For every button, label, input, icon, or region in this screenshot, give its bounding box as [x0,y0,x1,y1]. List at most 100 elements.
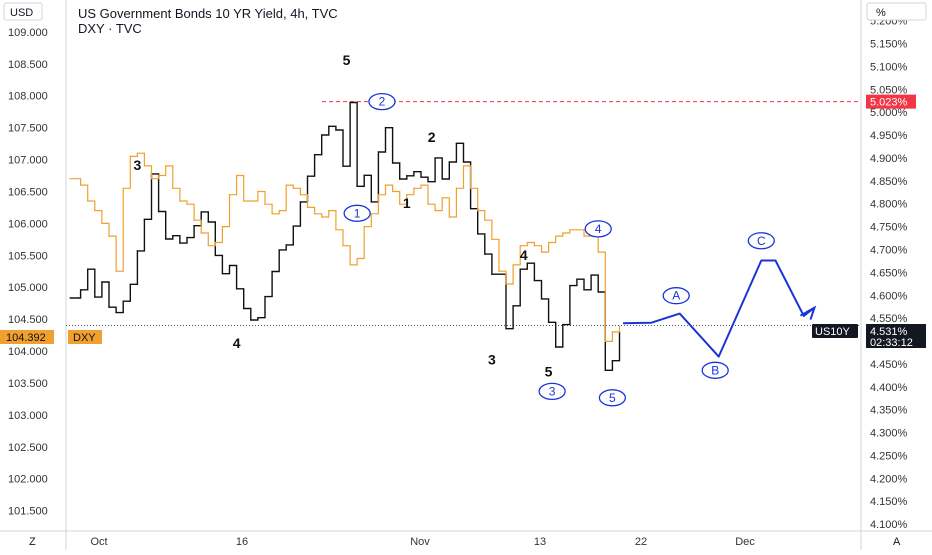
data-point-us10y [80,289,82,291]
reference-value-tag [866,94,916,109]
right-tick-label: 4.450% [870,359,908,371]
data-point-us10y [122,300,124,302]
right-tick-label: 4.900% [870,153,908,165]
wave-label-layer: 3 4 5 2 1 3 4 5 1 2 3 4 5 A B C [133,52,775,407]
x-tick-label: 16 [236,536,248,548]
data-point-dxy [498,270,500,272]
right-tick-label: 4.850% [870,176,908,188]
data-point-dxy [335,229,337,231]
data-point-dxy [562,232,564,234]
data-point-us10y [462,161,465,163]
data-point-dxy [292,187,294,189]
left-tick-label: 102.500 [8,442,48,454]
left-tick-label: 109.000 [8,27,48,39]
wave-circle-label-5: 5 [609,391,616,405]
right-tick-label: 4.800% [870,199,908,211]
data-point-us10y [569,285,571,287]
data-point-us10y [477,233,479,235]
data-point-dxy [328,210,330,212]
data-point-dxy [150,178,153,180]
right-tick-label: 4.250% [870,450,908,462]
data-point-us10y [257,317,259,319]
data-point-dxy [484,219,486,221]
data-point-dxy [555,235,557,237]
data-point-us10y [335,129,337,131]
usd-unit-box[interactable] [3,2,43,21]
dxy-price-value: 104.392 [6,332,46,344]
data-point-dxy [299,194,302,196]
data-point-us10y [399,178,401,180]
right-tick-label: 4.100% [870,519,908,531]
data-point-us10y [611,360,613,362]
wave-label-5: 5 [343,52,351,68]
data-point-us10y [129,283,131,285]
data-point-dxy [200,232,202,234]
data-point-dxy [583,235,585,237]
data-point-dxy [370,213,372,215]
wave-circle-C [747,232,775,250]
data-point-dxy [477,210,479,212]
data-point-dxy [469,187,472,189]
plot-background [66,0,861,531]
right-tick-label: 4.200% [870,473,908,485]
x-tick-label: 13 [534,536,546,548]
data-point-us10y [200,211,202,213]
data-point-dxy [264,203,266,205]
projection-layer [622,259,817,358]
data-point-us10y [314,154,316,156]
data-point-dxy [94,210,96,212]
right-tick-label: 4.550% [870,313,908,325]
data-point-dxy [186,203,188,205]
right-tick-label: 4.350% [870,405,908,417]
data-point-us10y [108,306,110,308]
us10y-value-tag [866,324,926,348]
dxy-name-tag [68,330,102,344]
wave-circle-label-2: 2 [379,95,386,109]
left-tick-label: 102.000 [8,474,48,486]
data-point-dxy [285,184,287,186]
us10y-name-label: US10Y [815,326,851,338]
wave-circle-label-4: 4 [595,222,602,236]
data-point-us10y [271,270,273,273]
data-point-dxy [69,178,71,180]
wave-label-1: 1 [403,195,411,211]
data-point-us10y [526,262,528,264]
data-point-us10y [349,101,351,104]
zoom-corner-button[interactable]: Z [29,536,36,548]
data-point-us10y [434,157,436,159]
data-point-dxy [441,197,443,199]
series-line-dxy [70,152,621,342]
data-point-dxy [356,257,358,260]
right-tick-label: 5.150% [870,38,908,50]
data-point-us10y [455,142,458,144]
data-point-dxy [391,190,394,193]
left-tick-label: 107.000 [8,155,48,167]
data-point-us10y [540,298,543,300]
percent-unit-label: % [876,7,886,19]
right-tick-label: 4.950% [870,130,908,142]
data-point-us10y [207,221,209,223]
auto-scale-button[interactable]: A [893,536,901,548]
percent-unit-box[interactable] [866,2,927,21]
data-point-us10y [384,127,387,129]
data-point-dxy [540,251,543,253]
data-point-us10y [299,201,302,203]
data-point-us10y [292,225,294,227]
data-point-us10y [576,278,578,280]
us10y-value-label: 4.531% [870,326,908,338]
data-point-dxy [363,225,365,228]
data-point-dxy [136,152,138,154]
data-point-dxy [618,325,621,327]
data-point-us10y [69,297,71,299]
left-tick-label: 108.000 [8,91,48,103]
data-point-us10y [441,178,443,180]
x-axis-ticks: Oct 16 Nov 13 22 Dec [90,536,755,548]
data-point-dxy [547,241,550,244]
data-point-us10y [413,171,415,173]
wave-label-3: 3 [133,157,141,173]
data-point-us10y [186,236,188,239]
data-point-dxy [228,194,231,196]
right-tick-label: 4.650% [870,267,908,279]
wave-label-4: 4 [233,335,241,351]
data-point-dxy [526,241,528,244]
